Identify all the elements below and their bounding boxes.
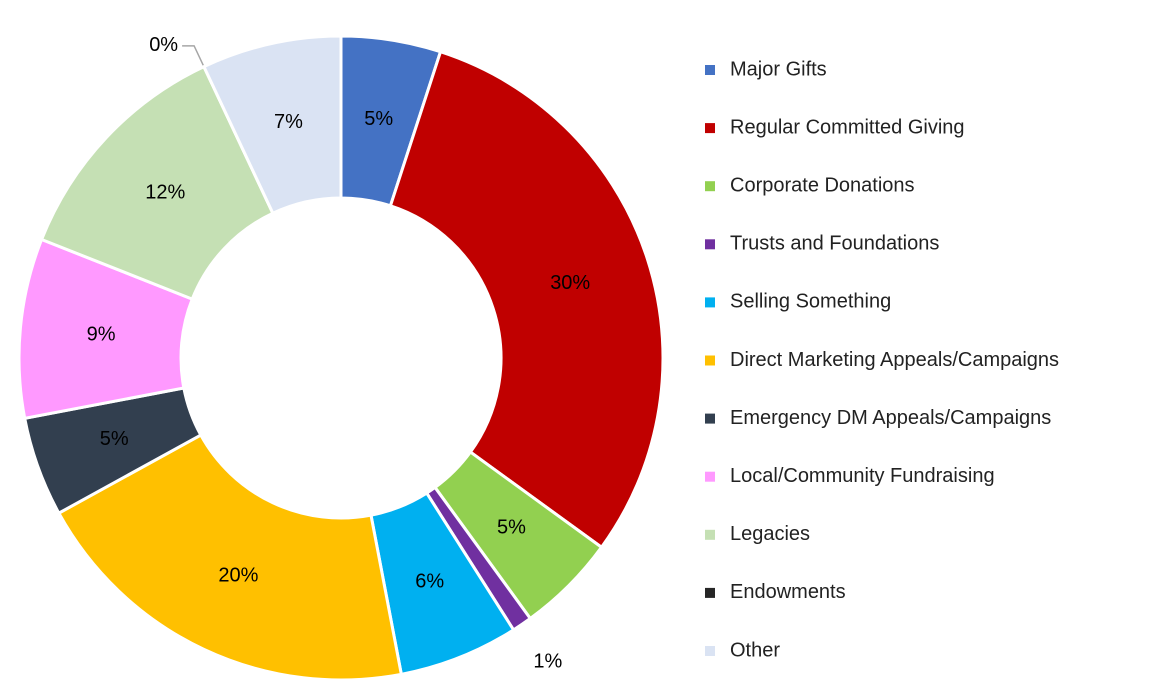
legend: Major Gifts Regular Committed Giving Corpo… bbox=[705, 58, 1059, 661]
legend-swatch bbox=[705, 413, 715, 424]
data-label: 7% bbox=[274, 111, 303, 133]
slice bbox=[388, 49, 665, 550]
legend-label: Regular Committed Giving bbox=[730, 116, 965, 138]
legend-swatch bbox=[705, 471, 715, 482]
data-label: 0% bbox=[149, 34, 178, 56]
legend-label: Major Gifts bbox=[730, 58, 827, 80]
legend-label: Emergency DM Appeals/Campaigns bbox=[730, 407, 1051, 429]
legend-label: Direct Marketing Appeals/Campaigns bbox=[730, 349, 1059, 371]
legend-swatch bbox=[705, 181, 715, 192]
legend-swatch bbox=[705, 297, 715, 308]
data-label: 5% bbox=[100, 428, 129, 450]
legend-label: Selling Something bbox=[730, 291, 891, 313]
legend-label: Legacies bbox=[730, 523, 810, 545]
data-label: 20% bbox=[218, 564, 258, 586]
data-label: 6% bbox=[415, 570, 444, 592]
data-label: 9% bbox=[87, 324, 116, 346]
data-label: 30% bbox=[550, 272, 590, 294]
data-label: 1% bbox=[533, 651, 562, 673]
legend-swatch bbox=[705, 65, 715, 75]
data-label: 5% bbox=[364, 108, 393, 130]
legend-label: Other bbox=[730, 639, 780, 661]
legend-swatch bbox=[705, 646, 715, 656]
legend-label: Trusts and Foundations bbox=[730, 233, 939, 255]
legend-label: Corporate Donations bbox=[730, 174, 915, 196]
legend-label: Local/Community Fundraising bbox=[730, 465, 995, 487]
donut: 5% 30% 5% 1% 6% 20% 5% 9% 12% 0% 7% bbox=[17, 34, 665, 682]
data-label: 12% bbox=[145, 181, 185, 203]
slice bbox=[39, 64, 275, 302]
legend-swatch bbox=[705, 529, 715, 540]
slice bbox=[56, 433, 404, 682]
legend-swatch bbox=[705, 123, 715, 134]
legend-swatch bbox=[705, 239, 715, 250]
legend-swatch bbox=[705, 355, 715, 366]
slice bbox=[201, 34, 343, 216]
legend-label: Endowments bbox=[730, 581, 846, 603]
data-label: 5% bbox=[497, 517, 526, 539]
legend-swatch bbox=[705, 587, 715, 598]
